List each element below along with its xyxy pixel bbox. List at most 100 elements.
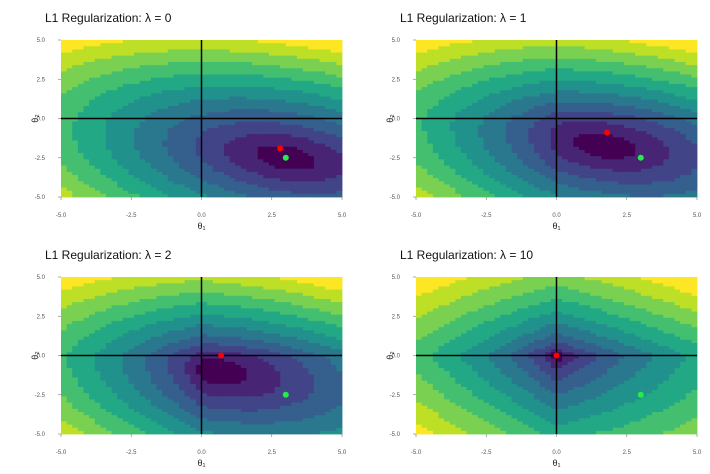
contour-cell [302,90,309,94]
contour-cell [162,193,169,198]
contour-cell [472,140,479,145]
contour-cell [302,165,309,170]
contour-cell [330,43,337,47]
contour-cell [601,168,608,173]
contour-cell [674,77,681,82]
contour-cell [263,80,270,85]
contour-cell [122,90,129,94]
contour-cell [89,175,96,179]
contour-cell [539,109,546,113]
contour-cell [223,190,230,195]
contour-cell [629,159,636,163]
contour-cell [629,65,636,69]
contour-cell [274,77,281,82]
contour-cell [668,127,675,132]
contour-cell [618,181,625,185]
contour-cell [522,190,529,195]
contour-cell [72,77,79,82]
contour-cell [218,93,225,97]
contour-cell [449,99,456,104]
contour-cell [280,65,287,69]
contour-cell [556,93,563,97]
contour-cell [235,178,242,182]
contour-cell [646,99,653,104]
contour-cell [674,80,681,85]
contour-cell [117,193,124,198]
contour-cell [156,127,163,132]
contour-cell [567,83,574,88]
contour-cell [285,153,292,157]
contour-cell [291,175,298,179]
contour-cell [652,134,659,138]
contour-cell [201,49,208,53]
contour-cell [460,159,467,163]
contour-cell [291,168,298,173]
contour-cell [556,83,563,88]
contour-cell [162,74,169,79]
contour-cell [184,96,191,101]
contour-cell [444,140,451,145]
contour-cell [635,46,642,50]
contour-cell [416,112,423,116]
contour-cell [663,184,670,188]
contour-cell [285,193,292,198]
contour-cell [184,175,191,179]
contour-cell [223,187,230,192]
contour-cell [240,46,247,50]
contour-cell [674,140,681,145]
contour-cell [139,93,146,97]
contour-cell [285,115,292,119]
contour-cell [218,61,225,66]
contour-cell [612,71,619,75]
contour-cell [460,171,467,176]
contour-cell [618,162,625,166]
contour-cell [94,109,101,113]
contour-cell [674,58,681,63]
contour-cell [652,178,659,182]
contour-cell [139,143,146,148]
contour-cell [83,118,90,123]
contour-cell [240,124,247,129]
contour-cell [297,184,304,188]
contour-cell [640,124,647,129]
contour-cell [66,83,73,88]
contour-cell [534,93,541,97]
contour-cell [150,137,157,141]
contour-cell [336,87,343,91]
contour-cell [72,118,79,123]
contour-cell [562,171,569,176]
contour-cell [122,156,129,160]
contour-cell [646,149,653,154]
contour-cell [297,112,304,116]
contour-cell [145,137,152,141]
contour-cell [291,184,298,188]
contour-cell [313,40,320,44]
contour-cell [432,61,439,66]
contour-cell [652,74,659,79]
contour-cell [691,187,698,192]
contour-cell [623,93,630,97]
contour-cell [291,187,298,192]
contour-cell [477,187,484,192]
contour-cell [139,105,146,110]
contour-cell [150,80,157,85]
contour-cell [77,74,84,79]
contour-cell [590,80,597,85]
contour-cell [291,65,298,69]
contour-cell [432,55,439,60]
contour-cell [652,80,659,85]
contour-cell [83,124,90,129]
contour-cell [117,140,124,145]
contour-cell [590,175,597,179]
contour-cell [285,96,292,101]
contour-cell [505,65,512,69]
contour-cell [139,65,146,69]
contour-cell [534,115,541,119]
contour-cell [483,171,490,176]
contour-cell [83,140,90,145]
contour-cell [444,153,451,157]
contour-cell [612,40,619,44]
contour-cell [280,184,287,188]
contour-cell [167,109,174,113]
contour-cell [657,146,664,151]
